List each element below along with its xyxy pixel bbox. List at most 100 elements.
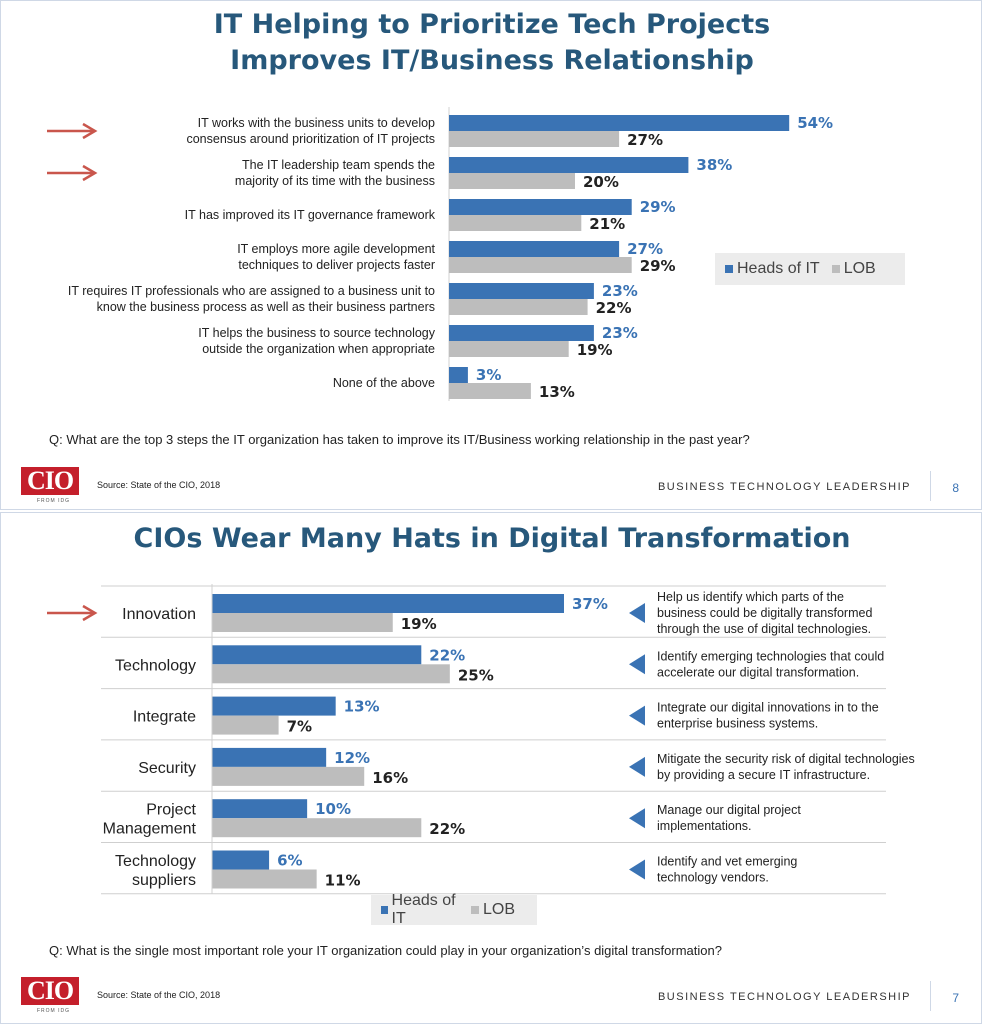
legend-item-lob: LOB xyxy=(831,260,876,278)
bar-lob xyxy=(212,715,279,735)
bar-lob xyxy=(449,341,569,357)
chart-prioritize-projects: 54% 27% IT works with the business units t… xyxy=(47,107,833,401)
category-label: know the business process as well as the… xyxy=(97,300,435,314)
data-label-lob: 29% xyxy=(640,257,676,275)
slide1-title-line1: IT Helping to Prioritize Tech Projects xyxy=(213,9,771,40)
data-label-lob: 16% xyxy=(372,769,408,787)
category-label: The IT leadership team spends the xyxy=(242,158,435,172)
data-label-heads-of-it: 6% xyxy=(277,852,302,870)
data-label-heads-of-it: 23% xyxy=(602,324,638,342)
role-description: business could be digitally transformed xyxy=(657,606,872,620)
data-label-heads-of-it: 13% xyxy=(344,698,380,716)
category-label: techniques to deliver projects faster xyxy=(238,258,435,272)
data-label-heads-of-it: 54% xyxy=(797,114,833,132)
data-label-heads-of-it: 12% xyxy=(334,749,370,767)
bar-heads-of-it xyxy=(449,115,790,131)
bar-heads-of-it xyxy=(212,747,327,767)
category-label: outside the organization when appropriat… xyxy=(202,342,435,356)
data-label-lob: 19% xyxy=(401,615,437,633)
legend-label-it: Heads of IT xyxy=(737,260,820,277)
data-label-heads-of-it: 37% xyxy=(572,595,608,613)
bar-heads-of-it xyxy=(449,241,620,257)
legend-swatch-lob xyxy=(470,906,479,914)
page-separator xyxy=(930,471,931,501)
bar-heads-of-it xyxy=(449,283,594,299)
page-separator xyxy=(930,981,931,1011)
bar-heads-of-it xyxy=(212,645,422,665)
bar-lob xyxy=(212,664,450,684)
category-label: consensus around prioritization of IT pr… xyxy=(186,132,435,146)
data-label-lob: 22% xyxy=(429,820,465,838)
data-label-heads-of-it: 22% xyxy=(429,646,465,664)
chart-digital-transformation-roles: 37% 19% Innovation Help us identify which p… xyxy=(47,584,915,895)
cio-logo-sub: FROM IDG xyxy=(37,1008,70,1014)
data-label-lob: 11% xyxy=(325,872,361,890)
bar-heads-of-it xyxy=(212,799,308,819)
role-description: enterprise business systems. xyxy=(657,717,818,731)
role-description: by providing a secure IT infrastructure. xyxy=(657,768,870,782)
slide1-page-number: 8 xyxy=(952,481,959,495)
data-label-heads-of-it: 10% xyxy=(315,800,351,818)
legend-swatch-it xyxy=(381,906,388,914)
category-label: majority of its time with the business xyxy=(235,174,435,188)
legend-label-lob: LOB xyxy=(482,901,515,918)
data-label-lob: 20% xyxy=(583,173,619,191)
chart2-legend: Heads of IT LOB xyxy=(371,892,537,927)
slide1-footer: BUSINESS TECHNOLOGY LEADERSHIP xyxy=(657,481,911,493)
slide1-title-line2: Improves IT/Business Relationship xyxy=(230,45,754,76)
slide-8: IT Helping to Prioritize Tech Projects I… xyxy=(0,0,982,510)
category-label: IT employs more agile development xyxy=(237,242,435,256)
data-label-heads-of-it: 23% xyxy=(602,282,638,300)
bar-lob xyxy=(449,383,531,399)
role-description: Integrate our digital innovations in to … xyxy=(657,701,879,715)
role-description: Identify and vet emerging xyxy=(657,855,797,869)
bar-lob xyxy=(212,613,393,632)
role-description: accelerate our digital transformation. xyxy=(657,665,859,679)
category-label: Innovation xyxy=(122,606,196,623)
category-label: IT requires IT professionals who are ass… xyxy=(68,284,435,298)
category-label: Technology xyxy=(115,657,196,674)
category-label: Technology xyxy=(115,853,196,870)
bar-heads-of-it xyxy=(449,367,468,383)
bar-heads-of-it xyxy=(212,696,336,716)
category-label: suppliers xyxy=(132,872,196,889)
bar-lob xyxy=(449,215,582,231)
category-label: IT works with the business units to deve… xyxy=(198,116,435,130)
data-label-lob: 22% xyxy=(596,299,632,317)
bar-lob xyxy=(449,131,620,147)
highlight-arrow-icon xyxy=(47,164,98,182)
legend-swatch-it xyxy=(725,265,733,273)
legend-swatch-lob xyxy=(831,265,840,273)
slide-7: CIOs Wear Many Hats in Digital Transform… xyxy=(0,512,982,1024)
data-label-heads-of-it: 38% xyxy=(696,156,732,174)
role-description: technology vendors. xyxy=(657,871,769,885)
legend-item-heads-of-it: Heads of IT xyxy=(725,260,820,278)
category-label: Project xyxy=(146,802,196,819)
data-label-lob: 7% xyxy=(287,718,312,736)
category-label: Security xyxy=(138,760,196,777)
data-label-lob: 21% xyxy=(589,215,625,233)
role-description: through the use of digital technologies. xyxy=(657,622,871,636)
category-label: None of the above xyxy=(333,376,435,390)
pointer-triangle-icon xyxy=(629,808,645,829)
pointer-triangle-icon xyxy=(629,756,645,777)
cio-logo: CIO xyxy=(21,977,79,1005)
cio-logo: CIO xyxy=(21,467,79,495)
legend-item-lob: LOB xyxy=(470,901,515,919)
slide2-page-number: 7 xyxy=(952,991,959,1005)
slide1-question: Q: What are the top 3 steps the IT organ… xyxy=(49,432,750,447)
data-label-lob: 25% xyxy=(458,666,494,684)
pointer-triangle-icon xyxy=(629,705,645,726)
cio-logo-sub: FROM IDG xyxy=(37,498,70,504)
slide2-source: Source: State of the CIO, 2018 xyxy=(97,990,221,1000)
bar-lob xyxy=(449,299,588,315)
bar-heads-of-it xyxy=(212,594,564,613)
bar-lob xyxy=(212,818,422,838)
role-description: Identify emerging technologies that coul… xyxy=(657,649,884,663)
role-description: Help us identify which parts of the xyxy=(657,590,844,604)
slide1-source: Source: State of the CIO, 2018 xyxy=(97,480,221,490)
slide2-question: Q: What is the single most important rol… xyxy=(49,943,722,958)
data-label-heads-of-it: 3% xyxy=(476,366,501,384)
pointer-triangle-icon xyxy=(629,859,645,880)
category-label: Integrate xyxy=(133,709,196,726)
